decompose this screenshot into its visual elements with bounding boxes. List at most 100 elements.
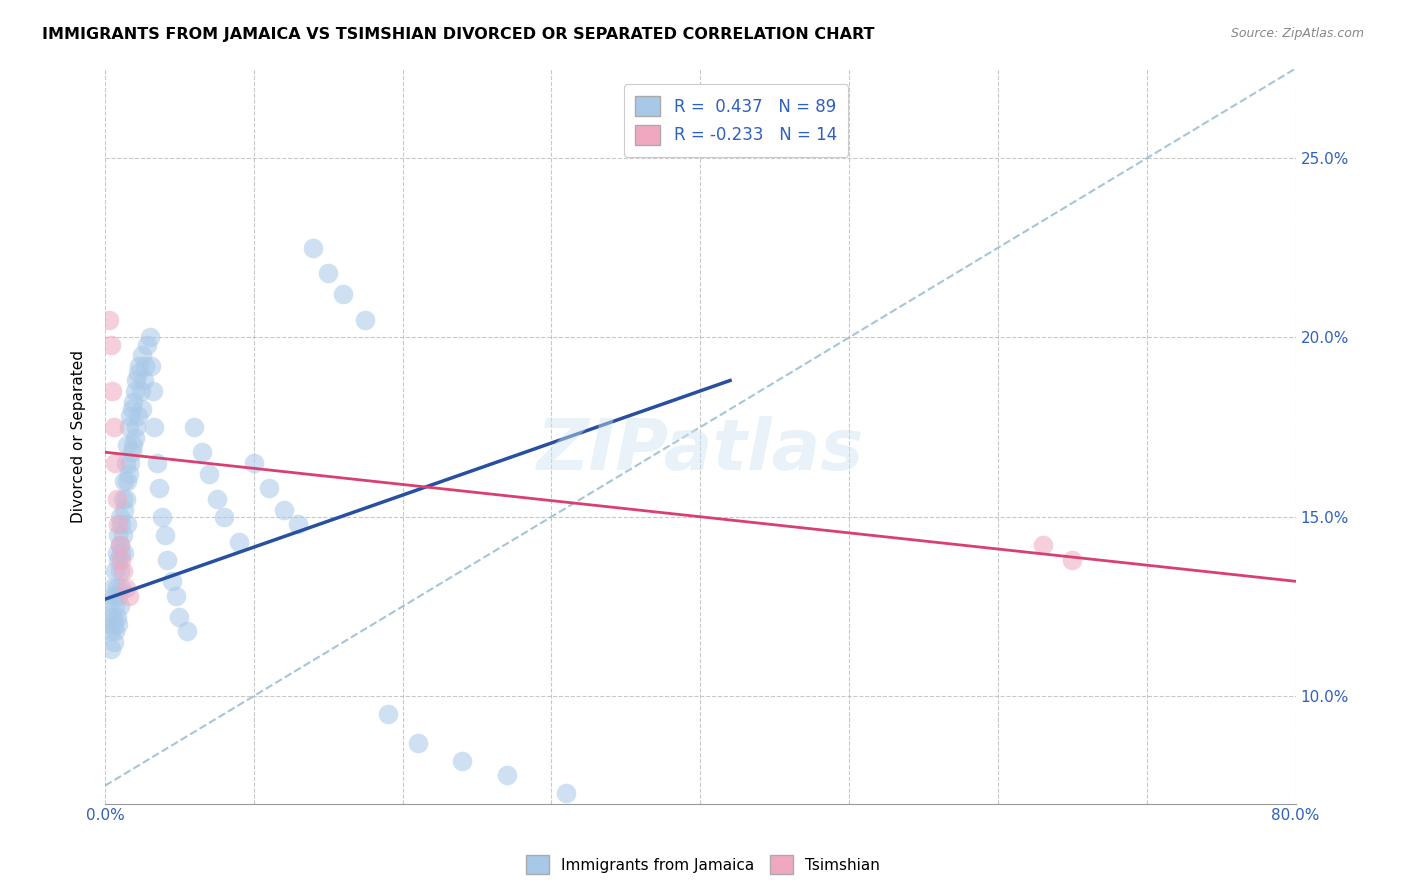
Point <box>406 736 429 750</box>
Point <box>122 438 145 452</box>
Point <box>105 546 128 560</box>
Point <box>112 474 135 488</box>
Point <box>228 534 250 549</box>
Y-axis label: Divorced or Separated: Divorced or Separated <box>72 350 86 523</box>
Point <box>108 509 131 524</box>
Point <box>1032 538 1054 552</box>
Point <box>332 287 354 301</box>
Point <box>183 420 205 434</box>
Point <box>257 481 280 495</box>
Point <box>101 384 124 399</box>
Text: Source: ZipAtlas.com: Source: ZipAtlas.com <box>1230 27 1364 40</box>
Point <box>125 420 148 434</box>
Point <box>165 589 187 603</box>
Point <box>105 582 128 596</box>
Point <box>121 402 143 417</box>
Point <box>127 409 149 424</box>
Point <box>108 564 131 578</box>
Point <box>100 642 122 657</box>
Point <box>110 582 132 596</box>
Point <box>287 516 309 531</box>
Point <box>134 359 156 373</box>
Point <box>111 527 134 541</box>
Point <box>117 474 139 488</box>
Point <box>122 395 145 409</box>
Point <box>104 624 127 639</box>
Point <box>316 266 339 280</box>
Point <box>103 635 125 649</box>
Point <box>302 241 325 255</box>
Point <box>107 527 129 541</box>
Point <box>243 456 266 470</box>
Point <box>100 337 122 351</box>
Text: IMMIGRANTS FROM JAMAICA VS TSIMSHIAN DIVORCED OR SEPARATED CORRELATION CHART: IMMIGRANTS FROM JAMAICA VS TSIMSHIAN DIV… <box>42 27 875 42</box>
Point <box>156 553 179 567</box>
Point <box>354 312 377 326</box>
Point <box>105 610 128 624</box>
Point <box>114 582 136 596</box>
Point <box>160 574 183 589</box>
Point <box>114 456 136 470</box>
Legend: Immigrants from Jamaica, Tsimshian: Immigrants from Jamaica, Tsimshian <box>520 849 886 880</box>
Point <box>124 431 146 445</box>
Point <box>108 538 131 552</box>
Point <box>125 374 148 388</box>
Point <box>118 420 141 434</box>
Point <box>131 348 153 362</box>
Point <box>110 516 132 531</box>
Point <box>142 384 165 399</box>
Point <box>451 754 474 768</box>
Point <box>117 438 139 452</box>
Point <box>148 481 170 495</box>
Point <box>103 617 125 632</box>
Point <box>110 546 132 560</box>
Point <box>120 456 142 470</box>
Point <box>112 546 135 560</box>
Point <box>198 467 221 481</box>
Point <box>103 420 125 434</box>
Point <box>107 617 129 632</box>
Point <box>1062 553 1084 567</box>
Point <box>139 359 162 373</box>
Point <box>97 599 120 614</box>
Point <box>101 610 124 624</box>
Point <box>205 491 228 506</box>
Point <box>110 553 132 567</box>
Text: ZIPatlas: ZIPatlas <box>537 417 863 485</box>
Point <box>143 420 166 434</box>
Point <box>377 706 399 721</box>
Point <box>495 768 517 782</box>
Point <box>176 624 198 639</box>
Point <box>104 599 127 614</box>
Point <box>150 509 173 524</box>
Point <box>131 402 153 417</box>
Point <box>100 624 122 639</box>
Point <box>108 599 131 614</box>
Point <box>169 610 191 624</box>
Point <box>127 367 149 381</box>
Point <box>153 527 176 541</box>
Point <box>118 467 141 481</box>
Point <box>121 445 143 459</box>
Point <box>555 786 578 800</box>
Point <box>128 359 150 373</box>
Point <box>103 589 125 603</box>
Point <box>138 330 160 344</box>
Point <box>104 564 127 578</box>
Point <box>114 491 136 506</box>
Legend: R =  0.437   N = 89, R = -0.233   N = 14: R = 0.437 N = 89, R = -0.233 N = 14 <box>623 84 848 156</box>
Point <box>98 617 121 632</box>
Point <box>112 502 135 516</box>
Point <box>120 409 142 424</box>
Point <box>105 491 128 506</box>
Point <box>117 516 139 531</box>
Point <box>98 312 121 326</box>
Point <box>124 384 146 399</box>
Point <box>107 516 129 531</box>
Point <box>104 456 127 470</box>
Point <box>108 538 131 552</box>
Point <box>129 384 152 399</box>
Point <box>132 374 155 388</box>
Point <box>273 502 295 516</box>
Point <box>190 445 212 459</box>
